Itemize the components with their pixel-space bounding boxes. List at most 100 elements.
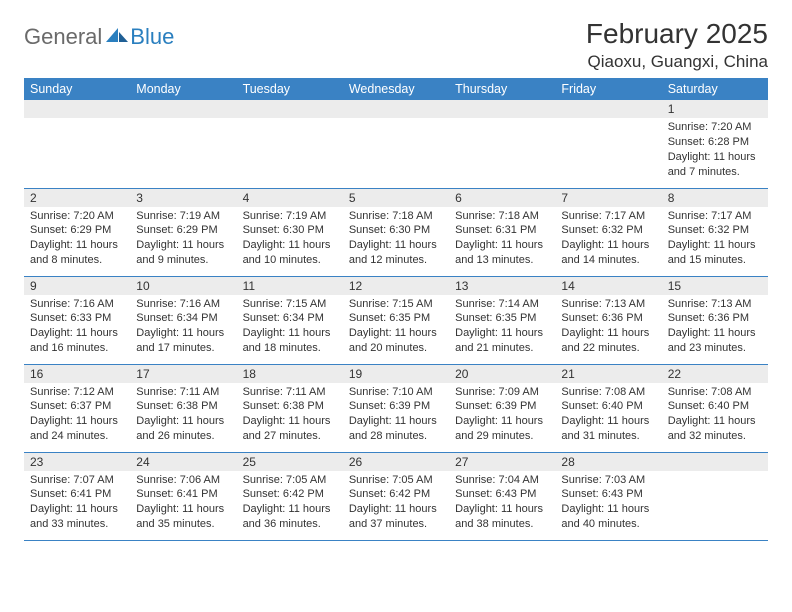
day-sunrise: Sunrise: 7:15 AM xyxy=(243,297,337,312)
day-daylight1: Daylight: 11 hours xyxy=(136,414,230,429)
day-daylight2: and 9 minutes. xyxy=(136,253,230,268)
calendar-cell xyxy=(662,452,768,540)
day-daylight2: and 29 minutes. xyxy=(455,429,549,444)
calendar-cell: 17Sunrise: 7:11 AMSunset: 6:38 PMDayligh… xyxy=(130,364,236,452)
day-daylight2: and 38 minutes. xyxy=(455,517,549,532)
calendar-row: 9Sunrise: 7:16 AMSunset: 6:33 PMDaylight… xyxy=(24,276,768,364)
day-daylight2: and 33 minutes. xyxy=(30,517,124,532)
day-daylight1: Daylight: 11 hours xyxy=(561,238,655,253)
day-sunset: Sunset: 6:29 PM xyxy=(136,223,230,238)
day-sunrise: Sunrise: 7:20 AM xyxy=(668,120,762,135)
day-daylight2: and 23 minutes. xyxy=(668,341,762,356)
day-sunrise: Sunrise: 7:15 AM xyxy=(349,297,443,312)
day-content: Sunrise: 7:13 AMSunset: 6:36 PMDaylight:… xyxy=(555,295,661,360)
day-daylight1: Daylight: 11 hours xyxy=(136,238,230,253)
day-number: 21 xyxy=(555,365,661,383)
calendar-cell: 3Sunrise: 7:19 AMSunset: 6:29 PMDaylight… xyxy=(130,188,236,276)
day-sunrise: Sunrise: 7:17 AM xyxy=(561,209,655,224)
day-sunset: Sunset: 6:28 PM xyxy=(668,135,762,150)
calendar-cell: 26 Sunrise: 7:05 AMSunset: 6:42 PMDayligh… xyxy=(343,452,449,540)
day-number: 5 xyxy=(343,189,449,207)
day-sunrise: Sunrise: 7:05 AM xyxy=(349,473,443,488)
day-daylight2: and 14 minutes. xyxy=(561,253,655,268)
day-daylight2: and 24 minutes. xyxy=(30,429,124,444)
calendar-cell: 20Sunrise: 7:09 AMSunset: 6:39 PMDayligh… xyxy=(449,364,555,452)
day-daylight1: Daylight: 11 hours xyxy=(349,502,443,517)
day-number: 2 xyxy=(24,189,130,207)
day-sunset: Sunset: 6:41 PM xyxy=(30,487,124,502)
day-daylight1: Daylight: 11 hours xyxy=(30,326,124,341)
day-content: Sunrise: 7:17 AMSunset: 6:32 PMDaylight:… xyxy=(555,207,661,272)
day-content: Sunrise: 7:18 AMSunset: 6:31 PMDaylight:… xyxy=(449,207,555,272)
day-number: 12 xyxy=(343,277,449,295)
day-daylight2: and 36 minutes. xyxy=(243,517,337,532)
calendar-row: 23Sunrise: 7:07 AMSunset: 6:41 PMDayligh… xyxy=(24,452,768,540)
day-number: 10 xyxy=(130,277,236,295)
empty-day-number xyxy=(449,100,555,118)
day-daylight1: Daylight: 11 hours xyxy=(349,326,443,341)
day-content: Sunrise: 7:16 AMSunset: 6:34 PMDaylight:… xyxy=(130,295,236,360)
day-number: 26 xyxy=(343,453,449,471)
calendar-cell: 10Sunrise: 7:16 AMSunset: 6:34 PMDayligh… xyxy=(130,276,236,364)
day-content: Sunrise: 7:04 AMSunset: 6:43 PMDaylight:… xyxy=(449,471,555,536)
day-sunset: Sunset: 6:43 PM xyxy=(561,487,655,502)
day-daylight2: and 13 minutes. xyxy=(455,253,549,268)
day-sunrise: Sunrise: 7:11 AM xyxy=(243,385,337,400)
day-content: Sunrise: 7:17 AMSunset: 6:32 PMDaylight:… xyxy=(662,207,768,272)
calendar-cell: 4Sunrise: 7:19 AMSunset: 6:30 PMDaylight… xyxy=(237,188,343,276)
calendar-row: 16Sunrise: 7:12 AMSunset: 6:37 PMDayligh… xyxy=(24,364,768,452)
day-daylight1: Daylight: 11 hours xyxy=(243,502,337,517)
location-text: Qiaoxu, Guangxi, China xyxy=(586,52,768,72)
day-sunrise: Sunrise: 7:16 AM xyxy=(30,297,124,312)
calendar-cell xyxy=(449,100,555,188)
day-content: Sunrise: 7:12 AMSunset: 6:37 PMDaylight:… xyxy=(24,383,130,448)
day-daylight1: Daylight: 11 hours xyxy=(668,238,762,253)
day-daylight2: and 26 minutes. xyxy=(136,429,230,444)
calendar-table: Sunday Monday Tuesday Wednesday Thursday… xyxy=(24,78,768,541)
day-sunset: Sunset: 6:41 PM xyxy=(136,487,230,502)
day-number: 4 xyxy=(237,189,343,207)
day-sunset: Sunset: 6:35 PM xyxy=(455,311,549,326)
day-sunrise: Sunrise: 7:19 AM xyxy=(243,209,337,224)
day-sunset: Sunset: 6:42 PM xyxy=(349,487,443,502)
day-sunrise: Sunrise: 7:14 AM xyxy=(455,297,549,312)
title-block: February 2025 Qiaoxu, Guangxi, China xyxy=(586,18,768,72)
day-sunrise: Sunrise: 7:04 AM xyxy=(455,473,549,488)
day-sunset: Sunset: 6:40 PM xyxy=(668,399,762,414)
day-content: Sunrise: 7:20 AMSunset: 6:29 PMDaylight:… xyxy=(24,207,130,272)
day-sunrise: Sunrise: 7:09 AM xyxy=(455,385,549,400)
day-content: Sunrise: 7:19 AMSunset: 6:29 PMDaylight:… xyxy=(130,207,236,272)
day-daylight1: Daylight: 11 hours xyxy=(455,326,549,341)
day-number: 27 xyxy=(449,453,555,471)
logo-sail-icon xyxy=(106,26,128,42)
day-sunrise: Sunrise: 7:13 AM xyxy=(561,297,655,312)
weekday-header: Monday xyxy=(130,78,236,100)
day-sunset: Sunset: 6:32 PM xyxy=(561,223,655,238)
day-number: 8 xyxy=(662,189,768,207)
calendar-cell: 19Sunrise: 7:10 AMSunset: 6:39 PMDayligh… xyxy=(343,364,449,452)
day-sunset: Sunset: 6:32 PM xyxy=(668,223,762,238)
day-daylight1: Daylight: 11 hours xyxy=(243,238,337,253)
day-daylight2: and 32 minutes. xyxy=(668,429,762,444)
day-sunrise: Sunrise: 7:05 AM xyxy=(243,473,337,488)
calendar-cell: 25Sunrise: 7:05 AMSunset: 6:42 PMDayligh… xyxy=(237,452,343,540)
day-content: Sunrise: 7:11 AMSunset: 6:38 PMDaylight:… xyxy=(130,383,236,448)
day-daylight2: and 21 minutes. xyxy=(455,341,549,356)
logo-text-general: General xyxy=(24,24,102,50)
day-daylight2: and 31 minutes. xyxy=(561,429,655,444)
day-content: Sunrise: 7:13 AMSunset: 6:36 PMDaylight:… xyxy=(662,295,768,360)
day-sunrise: Sunrise: 7:13 AM xyxy=(668,297,762,312)
calendar-row: 2Sunrise: 7:20 AMSunset: 6:29 PMDaylight… xyxy=(24,188,768,276)
calendar-cell: 24Sunrise: 7:06 AMSunset: 6:41 PMDayligh… xyxy=(130,452,236,540)
calendar-cell: 16Sunrise: 7:12 AMSunset: 6:37 PMDayligh… xyxy=(24,364,130,452)
day-daylight2: and 27 minutes. xyxy=(243,429,337,444)
weekday-header: Sunday xyxy=(24,78,130,100)
calendar-cell: 5Sunrise: 7:18 AMSunset: 6:30 PMDaylight… xyxy=(343,188,449,276)
day-sunset: Sunset: 6:30 PM xyxy=(349,223,443,238)
day-sunset: Sunset: 6:34 PM xyxy=(136,311,230,326)
day-sunrise: Sunrise: 7:03 AM xyxy=(561,473,655,488)
day-sunset: Sunset: 6:42 PM xyxy=(243,487,337,502)
day-content: Sunrise: 7:20 AMSunset: 6:28 PMDaylight:… xyxy=(662,118,768,183)
empty-day-number xyxy=(555,100,661,118)
day-number: 6 xyxy=(449,189,555,207)
